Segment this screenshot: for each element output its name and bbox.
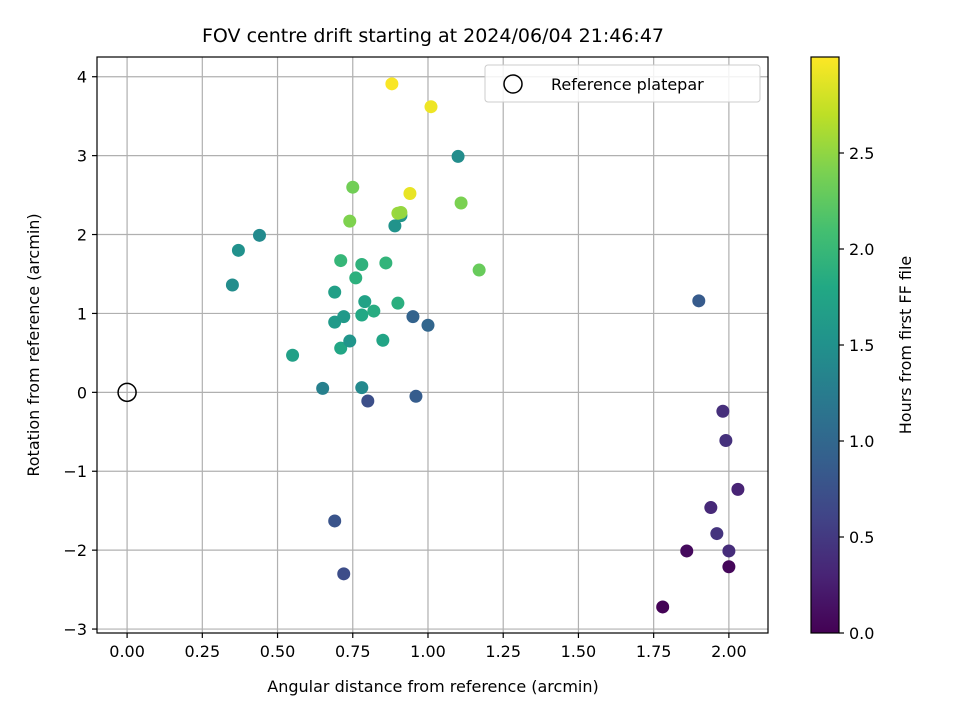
grid	[97, 57, 768, 633]
data-point	[334, 341, 348, 355]
data-point	[379, 256, 393, 270]
x-tick-label: 1.75	[636, 642, 672, 661]
data-point	[394, 205, 408, 219]
data-point	[722, 544, 736, 558]
data-point	[334, 254, 348, 268]
data-point	[403, 187, 417, 201]
data-point	[225, 278, 239, 292]
legend-label: Reference platepar	[551, 75, 704, 94]
y-tick-label: 4	[77, 68, 87, 87]
y-tick-label: 3	[77, 147, 87, 166]
data-point	[680, 544, 694, 558]
data-point	[343, 214, 357, 228]
data-point	[328, 514, 342, 528]
colorbar-tick-label: 1.5	[849, 336, 874, 355]
data-point	[367, 304, 381, 318]
chart-title: FOV centre drift starting at 2024/06/04 …	[202, 25, 664, 47]
x-tick-label: 2.00	[711, 642, 747, 661]
data-point	[355, 308, 369, 322]
data-point	[451, 149, 465, 163]
x-tick-label: 0.25	[185, 642, 221, 661]
x-axis-ticks: 0.00 0.25 0.50 0.75 1.00 1.25 1.50 1.75 2.00	[109, 633, 747, 661]
data-point	[337, 310, 351, 324]
x-tick-label: 1.00	[410, 642, 446, 661]
x-axis-title: Angular distance from reference (arcmin)	[267, 677, 598, 696]
data-point	[656, 600, 670, 614]
data-point	[231, 243, 245, 257]
data-point	[361, 394, 375, 408]
data-point	[391, 296, 405, 310]
data-point	[376, 333, 390, 347]
data-point	[337, 567, 351, 581]
colorbar-tick-label: 2.5	[849, 144, 874, 163]
x-tick-label: 1.25	[485, 642, 521, 661]
data-point	[252, 228, 266, 242]
data-point	[385, 77, 399, 91]
data-points	[225, 77, 745, 614]
data-point	[358, 295, 372, 309]
colorbar-tick-label: 2.0	[849, 240, 874, 259]
y-tick-label: 0	[77, 383, 87, 402]
data-point	[421, 318, 435, 332]
data-point	[406, 310, 420, 324]
data-point	[355, 258, 369, 272]
data-point	[692, 294, 706, 308]
colorbar-tick-label: 0.5	[849, 528, 874, 547]
legend-box	[484, 64, 761, 103]
data-point	[343, 334, 357, 348]
data-point	[710, 527, 724, 541]
data-point	[328, 285, 342, 299]
data-point	[716, 404, 730, 418]
x-tick-label: 0.75	[335, 642, 371, 661]
data-point	[316, 381, 330, 395]
colorbar: 0.0 0.5 1.0 1.5 2.0 2.5 Hours from first FF f…	[810, 56, 915, 643]
data-point	[388, 219, 402, 233]
data-point	[355, 381, 369, 395]
x-tick-label: 0.50	[260, 642, 296, 661]
data-point	[731, 482, 745, 496]
x-tick-label: 0.00	[109, 642, 145, 661]
data-point	[424, 100, 438, 114]
y-tick-label: −1	[63, 462, 87, 481]
legend: Reference platepar	[484, 64, 761, 103]
y-tick-label: −3	[63, 620, 87, 639]
data-point	[472, 263, 486, 277]
colorbar-label: Hours from first FF file	[896, 256, 915, 435]
y-tick-label: 2	[77, 226, 87, 245]
x-tick-label: 1.50	[561, 642, 597, 661]
data-point	[454, 196, 468, 210]
data-point	[286, 348, 300, 362]
colorbar-ticks: 0.0 0.5 1.0 1.5 2.0 2.5	[839, 144, 874, 643]
data-point	[719, 433, 733, 447]
y-axis-title: Rotation from reference (arcmin)	[24, 213, 43, 476]
colorbar-gradient	[810, 56, 840, 634]
y-tick-label: 1	[77, 304, 87, 323]
colorbar-tick-label: 0.0	[849, 624, 874, 643]
data-point	[349, 271, 363, 285]
reference-marker	[117, 382, 137, 403]
y-axis-ticks: −3 −2 −1 0 1 2 3 4	[63, 68, 97, 639]
data-point	[346, 180, 360, 194]
y-tick-label: −2	[63, 541, 87, 560]
legend-marker	[503, 74, 523, 94]
data-point	[409, 389, 423, 403]
data-point	[722, 560, 736, 574]
data-point	[704, 501, 718, 515]
colorbar-tick-label: 1.0	[849, 432, 874, 451]
plot-frame	[96, 56, 769, 634]
